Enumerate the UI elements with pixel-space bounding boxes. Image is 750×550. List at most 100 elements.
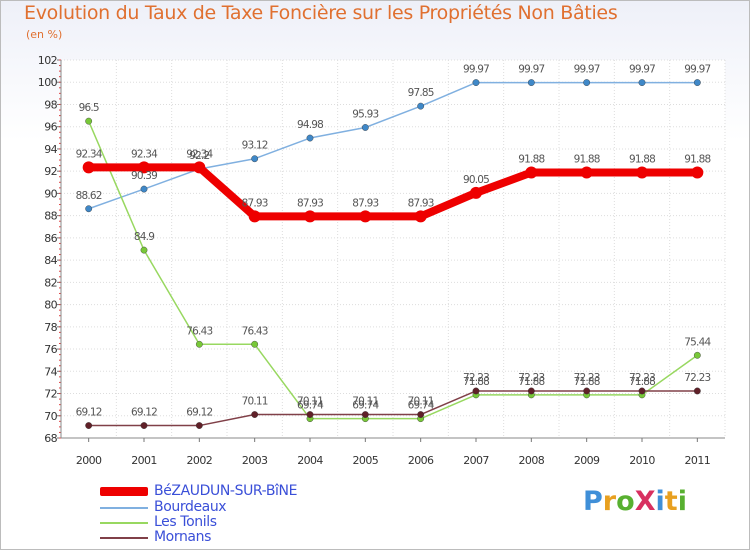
data-label: 69.12 <box>186 407 212 419</box>
data-label: 87.93 <box>297 197 323 209</box>
data-point <box>638 387 646 395</box>
data-point <box>691 166 704 179</box>
data-label: 69.12 <box>76 407 102 419</box>
y-tick-label: 86 <box>44 232 57 245</box>
x-tick-label: 2003 <box>242 454 268 467</box>
data-point <box>85 117 93 125</box>
data-point <box>583 79 591 86</box>
data-label: 91.88 <box>574 154 600 166</box>
y-tick-label: 94 <box>44 143 57 156</box>
x-tick-label: 2006 <box>408 454 434 467</box>
legend-label: Bourdeaux <box>154 499 227 515</box>
legend-swatch <box>100 537 148 539</box>
data-label: 92.34 <box>186 148 213 160</box>
y-tick-label: 80 <box>44 299 57 312</box>
data-point <box>525 166 538 179</box>
legend-label: Mornans <box>154 529 211 545</box>
legend-swatch <box>100 507 148 509</box>
y-tick-label: 98 <box>44 98 57 111</box>
data-point <box>248 210 261 223</box>
data-label: 92.34 <box>76 148 103 160</box>
data-point <box>82 161 95 174</box>
data-label: 90.05 <box>463 174 489 186</box>
y-tick-label: 68 <box>44 432 57 445</box>
proxiti-logo: ProXiti <box>583 486 687 517</box>
y-tick-label: 102 <box>38 54 57 67</box>
data-point <box>417 411 425 418</box>
data-point <box>417 102 425 110</box>
y-tick-label: 82 <box>44 276 57 289</box>
y-tick-label: 88 <box>44 210 57 223</box>
y-tick-label: 96 <box>44 121 57 134</box>
data-label: 88.62 <box>76 190 102 202</box>
data-point <box>140 422 148 429</box>
data-label: 99.97 <box>574 64 600 76</box>
data-point <box>138 161 150 174</box>
data-label: 69.74 <box>352 400 379 412</box>
data-label: 87.93 <box>242 197 268 209</box>
data-label: 69.74 <box>297 400 324 412</box>
x-tick-label: 2008 <box>519 454 545 467</box>
data-point <box>85 205 93 213</box>
x-tick-label: 2011 <box>685 454 711 467</box>
data-point <box>527 387 535 395</box>
data-label: 70.11 <box>297 396 323 408</box>
data-label: 92.34 <box>131 148 158 160</box>
data-label: 90.39 <box>131 170 157 182</box>
data-label: 69.74 <box>408 400 435 412</box>
x-tick-label: 2009 <box>574 454 600 467</box>
data-point <box>306 411 314 418</box>
data-point <box>361 411 369 418</box>
data-label: 91.88 <box>518 154 544 166</box>
y-tick-label: 84 <box>44 254 57 267</box>
data-point <box>251 340 259 348</box>
y-tick-label: 92 <box>44 165 57 178</box>
data-label: 96.5 <box>79 102 99 114</box>
data-point <box>193 161 206 174</box>
data-label: 70.11 <box>352 396 378 408</box>
data-point <box>195 340 203 348</box>
x-tick-label: 2010 <box>629 454 655 467</box>
y-tick-label: 76 <box>44 343 57 356</box>
data-label: 71.88 <box>629 376 655 388</box>
series-line <box>84 163 702 221</box>
data-point <box>472 387 480 395</box>
data-point <box>140 246 148 254</box>
data-point <box>527 79 535 86</box>
data-label: 87.93 <box>408 197 434 209</box>
data-point <box>361 124 369 131</box>
data-label: 99.97 <box>518 64 544 76</box>
logo-letter: o <box>616 486 635 517</box>
data-label: 71.88 <box>574 376 600 388</box>
data-point <box>306 134 314 142</box>
data-point <box>636 166 648 179</box>
data-label: 92.2 <box>189 150 209 162</box>
x-tick-label: 2000 <box>76 454 102 467</box>
data-point <box>472 79 480 86</box>
x-tick-label: 2004 <box>297 454 323 467</box>
data-label: 91.88 <box>629 154 655 166</box>
data-point <box>638 79 646 86</box>
data-label: 97.85 <box>408 87 434 99</box>
data-point <box>251 155 259 163</box>
logo-letter: P <box>583 486 603 517</box>
y-tick-label: 74 <box>44 365 57 378</box>
data-label: 76.43 <box>242 325 268 337</box>
x-tick-label: 2005 <box>353 454 379 467</box>
data-label: 95.93 <box>352 108 378 120</box>
legend-swatch <box>100 522 148 524</box>
legend-swatch <box>100 487 148 496</box>
logo-letter: i <box>655 486 665 517</box>
data-point <box>580 166 593 179</box>
data-point <box>414 210 427 223</box>
data-point <box>693 79 701 86</box>
series-line <box>87 120 699 420</box>
data-label: 84.9 <box>134 231 154 243</box>
data-label: 91.88 <box>684 154 710 166</box>
data-point <box>583 387 591 395</box>
data-label: 87.93 <box>352 197 378 209</box>
legend-label: Les Tonils <box>154 514 217 530</box>
data-point <box>470 186 482 199</box>
y-tick-label: 78 <box>44 321 57 334</box>
